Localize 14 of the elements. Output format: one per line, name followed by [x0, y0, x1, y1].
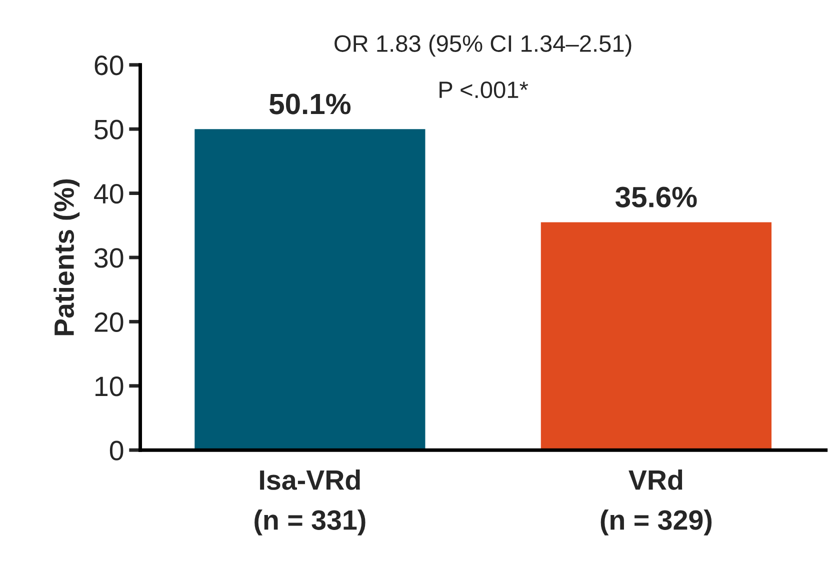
- y-tick-label: 0: [110, 440, 124, 460]
- y-axis-title: Patients (%): [54, 179, 80, 336]
- annotation: P <.001*: [440, 81, 528, 98]
- y-tick-label: 20: [94, 312, 124, 332]
- x-tick-label: Isa-VRd (n = 331): [254, 470, 366, 536]
- y-tick-label: 30: [94, 248, 124, 268]
- x-tick-label: VRd (n = 329): [600, 470, 712, 536]
- y-tick-label: 10: [96, 376, 124, 396]
- y-tick-label: 40: [94, 184, 124, 204]
- text: OR 1.83 (95% CI 1.34–2.51): [334, 34, 632, 57]
- data-label: 50.1%: [269, 94, 351, 114]
- y-tick-label: 60: [94, 56, 124, 76]
- data-label: 35.6%: [616, 186, 697, 208]
- y-tick-label: 50: [94, 120, 124, 140]
